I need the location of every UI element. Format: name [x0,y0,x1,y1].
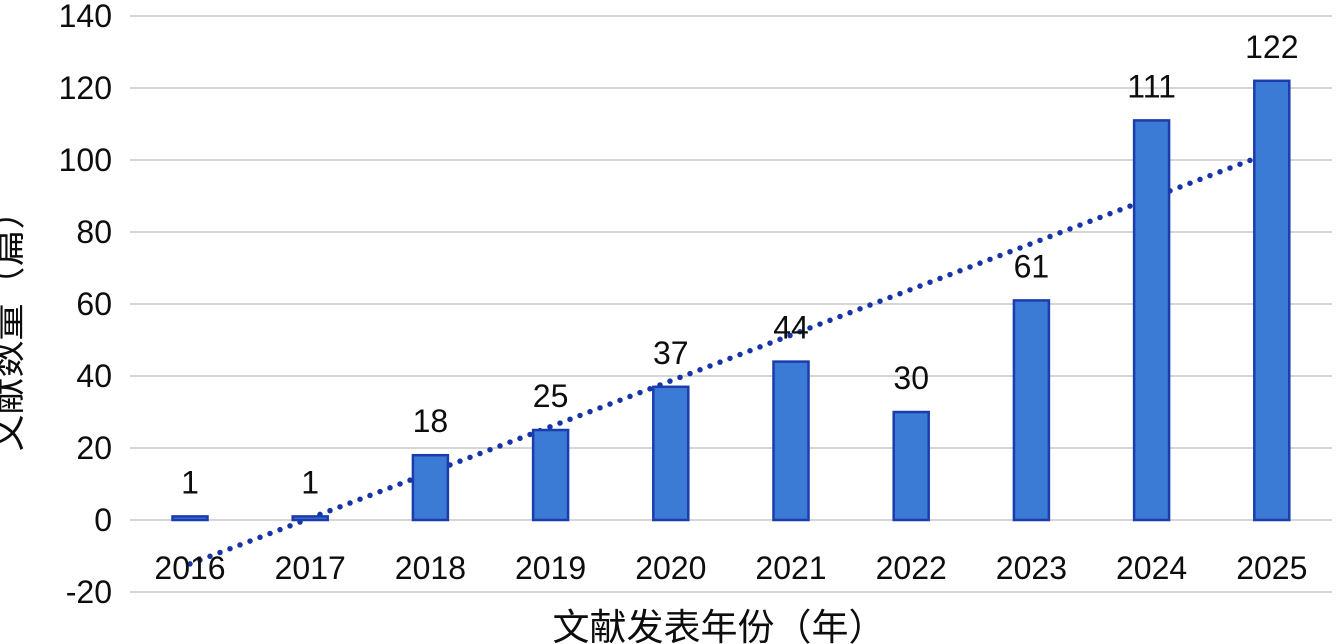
bar-2025 [1253,79,1291,522]
bar-2017 [291,515,329,522]
bar-2023 [1012,299,1051,522]
x-tick-label-2025: 2025 [1236,550,1307,586]
bar-2019 [531,428,570,522]
bar-data-label: 1 [181,464,199,500]
bar-2022 [892,410,930,522]
y-tick-label: 60 [76,286,112,322]
x-tick-label-2023: 2023 [996,550,1067,586]
trendline-group [187,149,1275,567]
y-axis-tick-labels: 140 120 100 80 60 40 20 0 -20 [59,0,112,610]
bar-data-label: 1 [301,464,319,500]
bar-2016 [171,515,209,522]
y-tick-label: 120 [59,70,112,106]
bar-data-label: 30 [893,360,929,396]
x-tick-label-2018: 2018 [395,550,466,586]
y-tick-label: 20 [76,430,112,466]
x-tick-label-2024: 2024 [1116,550,1187,586]
x-axis-tick-labels: 2016 2017 2018 2019 2020 2021 2022 2023 2024 2025 [154,550,1307,586]
x-tick-label-2016: 2016 [154,550,225,586]
x-tick-label-2022: 2022 [876,550,947,586]
y-tick-label: 140 [59,0,112,34]
x-tick-label-2019: 2019 [515,550,586,586]
y-tick-label: 40 [76,358,112,394]
bar-data-label: 122 [1245,29,1298,65]
x-axis-title: 文献发表年份（年） [553,607,886,644]
linear-trendline [187,149,1275,567]
bar-data-label: 44 [773,310,809,346]
y-tick-label: 100 [59,142,112,178]
bar-2024 [1132,119,1171,522]
gridlines-group [130,15,1332,593]
bar-2020 [652,385,690,522]
x-tick-label-2017: 2017 [275,550,346,586]
bar-data-label: 37 [653,335,689,371]
bar-data-label: 111 [1127,68,1176,104]
bar-data-label: 61 [1014,248,1050,284]
y-tick-label: 80 [76,214,112,250]
bar-data-label: 18 [413,403,449,439]
x-tick-label-2021: 2021 [755,550,826,586]
y-tick-label: -20 [66,574,112,610]
y-axis-title: 文献数量（篇） [0,193,29,452]
y-tick-label: 0 [94,502,112,538]
bars-group [171,79,1291,522]
x-tick-label-2020: 2020 [635,550,706,586]
bar-2018 [411,453,450,522]
bar-2021 [772,360,810,522]
bar-data-label: 25 [533,378,569,414]
